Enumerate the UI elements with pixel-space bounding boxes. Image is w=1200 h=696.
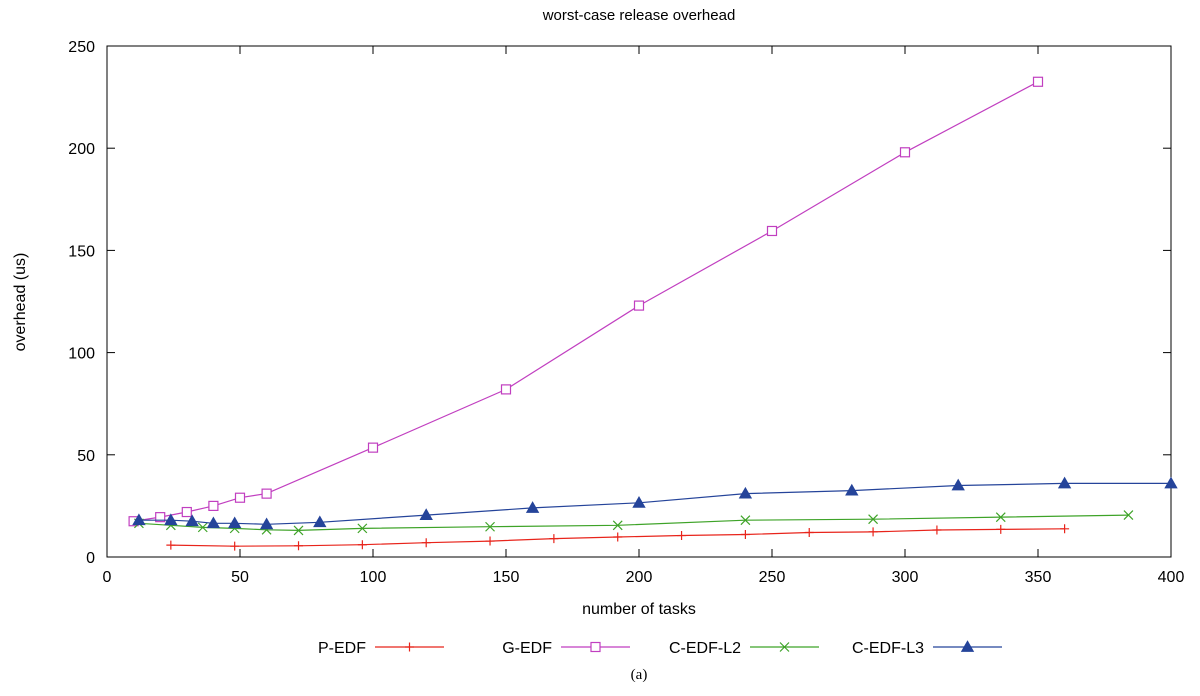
data-point-c-edf-l2	[868, 514, 879, 525]
series-c-edf-l2	[133, 510, 1134, 536]
legend-marker	[590, 641, 601, 653]
data-point-c-edf-l2	[740, 515, 751, 526]
data-point-c-edf-l3	[313, 515, 327, 528]
series-p-edf	[166, 524, 1070, 551]
data-point-c-edf-l2	[197, 522, 208, 533]
data-point-p-edf	[868, 527, 878, 537]
legend-item-c-edf-l2: C-EDF-L2	[669, 640, 819, 657]
legend-marker	[960, 640, 975, 652]
data-point-g-edf	[208, 500, 219, 511]
legend-marker	[405, 642, 414, 652]
x-tick-label: 100	[360, 569, 387, 586]
series-line-c-edf-l3	[138, 482, 1171, 525]
legend: P-EDF G-EDF C-EDF-L2 C-EDF-L3	[318, 640, 1002, 657]
data-point-c-edf-l2	[1123, 510, 1134, 521]
data-point-g-edf	[234, 492, 246, 503]
y-tick-label: 100	[68, 346, 95, 363]
legend-item-c-edf-l3: C-EDF-L3	[852, 640, 1002, 657]
y-tick-label: 150	[68, 243, 95, 260]
data-point-c-edf-l2	[293, 525, 304, 536]
x-tick-label: 300	[892, 569, 919, 586]
data-point-p-edf	[613, 532, 623, 542]
data-point-g-edf	[899, 147, 911, 158]
data-point-c-edf-l3	[206, 516, 221, 529]
x-tick-label: 200	[626, 569, 653, 586]
data-point-c-edf-l2	[995, 512, 1006, 523]
data-point-c-edf-l2	[612, 520, 623, 531]
data-point-p-edf	[485, 536, 495, 546]
x-tick-label: 350	[1025, 569, 1052, 586]
data-point-p-edf	[740, 530, 750, 540]
data-point-g-edf	[367, 442, 379, 453]
data-point-p-edf	[357, 540, 367, 550]
y-axis-label: overhead (us)	[12, 253, 29, 352]
legend-label: C-EDF-L3	[852, 640, 924, 657]
data-point-c-edf-l3	[185, 514, 199, 527]
x-tick-label: 400	[1158, 569, 1185, 586]
data-point-p-edf	[166, 540, 176, 550]
data-point-c-edf-l3	[738, 486, 753, 499]
data-point-p-edf	[996, 524, 1006, 534]
data-point-p-edf	[230, 541, 240, 551]
data-point-p-edf	[804, 527, 814, 537]
data-point-c-edf-l2	[357, 523, 368, 534]
series-layer	[128, 76, 1178, 551]
legend-item-g-edf: G-EDF	[502, 640, 630, 657]
x-tick-label: 0	[103, 569, 112, 586]
x-tick-label: 50	[231, 569, 249, 586]
data-point-g-edf	[261, 488, 272, 499]
y-tick-label: 250	[68, 39, 95, 56]
series-line-c-edf-l2	[138, 514, 1129, 532]
y-tick-label: 200	[68, 141, 95, 158]
x-axis-ticks: 0 50 100 150 200 250 300 350 400	[103, 46, 1185, 586]
data-point-c-edf-l3	[227, 516, 242, 529]
series-c-edf-l3	[132, 476, 1178, 530]
data-point-g-edf	[1032, 76, 1044, 87]
legend-label: C-EDF-L2	[669, 640, 741, 657]
legend-item-p-edf: P-EDF	[318, 640, 444, 657]
data-point-c-edf-l3	[632, 496, 646, 508]
data-point-c-edf-l3	[164, 513, 178, 526]
data-point-p-edf	[294, 541, 304, 551]
x-tick-label: 250	[759, 569, 786, 586]
x-axis-label: number of tasks	[582, 601, 696, 618]
data-point-p-edf	[421, 538, 431, 548]
legend-marker	[779, 642, 790, 652]
data-point-c-edf-l3	[1164, 476, 1178, 489]
data-point-c-edf-l3	[259, 517, 274, 530]
data-point-c-edf-l3	[951, 478, 965, 491]
data-point-p-edf	[1060, 524, 1070, 534]
y-tick-label: 50	[77, 448, 95, 465]
data-point-p-edf	[677, 531, 687, 541]
y-tick-label: 0	[86, 550, 95, 567]
data-point-c-edf-l3	[132, 513, 146, 526]
data-point-p-edf	[549, 534, 559, 544]
legend-label: P-EDF	[318, 640, 366, 657]
data-point-c-edf-l3	[525, 501, 540, 513]
chart-title: worst-case release overhead	[542, 7, 736, 24]
data-point-g-edf	[181, 506, 192, 518]
data-point-c-edf-l3	[419, 508, 433, 520]
data-point-g-edf	[766, 225, 778, 237]
data-point-c-edf-l3	[1057, 476, 1072, 489]
data-point-g-edf	[155, 512, 166, 523]
data-point-g-edf	[633, 300, 645, 311]
legend-label: G-EDF	[502, 640, 552, 657]
x-tick-label: 150	[493, 569, 520, 586]
data-point-p-edf	[932, 525, 942, 535]
series-g-edf	[128, 76, 1044, 527]
data-point-g-edf	[500, 384, 512, 395]
data-point-c-edf-l2	[485, 521, 495, 532]
data-point-c-edf-l3	[845, 483, 859, 496]
y-axis-ticks: 0 50 100 150 200 250	[68, 39, 1171, 567]
figure-caption: (a)	[631, 667, 648, 683]
